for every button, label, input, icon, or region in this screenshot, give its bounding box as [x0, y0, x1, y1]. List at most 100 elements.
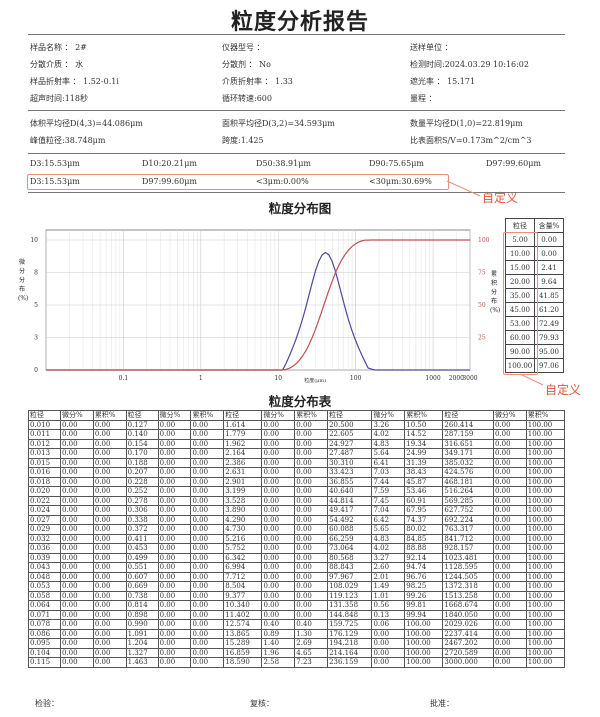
cell: 1668.674: [442, 600, 494, 611]
cell: 100.00: [525, 457, 566, 468]
cell: 0.00: [492, 657, 527, 668]
cell: 53.46: [404, 486, 444, 497]
cell: 0.00: [492, 505, 527, 516]
review-signature: 复核：: [250, 699, 274, 708]
cell: 0.00: [190, 543, 225, 554]
cell: 0.00: [92, 590, 127, 601]
cell: 1244.505: [442, 571, 494, 582]
cell: 0.00: [92, 609, 127, 620]
cell: 0.00: [92, 429, 127, 440]
cell: 100.00: [525, 486, 566, 497]
check-signature: 检验：: [35, 699, 59, 708]
cell: 0.00: [492, 524, 527, 535]
cell: 1.962: [223, 438, 263, 449]
cell: 0.022: [28, 495, 61, 506]
y-left-tick-label: 0: [34, 367, 38, 374]
cell: 0.00: [190, 419, 225, 430]
cell: 0.00: [92, 419, 127, 430]
cell: 0.00: [294, 429, 329, 440]
header-cell: 粒径: [125, 410, 159, 421]
cell: 176.129: [327, 628, 373, 639]
side-table-row: 35.00 41.85: [505, 288, 564, 303]
cell: 0.00: [157, 505, 192, 516]
cell: 0.00: [371, 657, 406, 668]
cell: 100.00: [525, 590, 566, 601]
header-cell: 粒径: [327, 410, 373, 421]
left-axis-label: 微分分布(%): [18, 259, 29, 302]
cell: 2.69: [294, 638, 329, 649]
cell: 7.45: [371, 495, 406, 506]
cell: 0.00: [157, 600, 192, 611]
cell: 24.927: [327, 438, 373, 449]
cell: 0.00: [190, 628, 225, 639]
side-table-row: 53.00 72.49: [505, 316, 564, 331]
cell: 0.00: [190, 562, 225, 573]
cell: 0.104: [28, 647, 61, 658]
table-row: 0.010 0.00 0.00 0.127 0.00 0.00 1.614 0.00 0.00 2…: [28, 419, 566, 430]
cell: 0.00: [190, 619, 225, 630]
cell: 763.317: [442, 524, 494, 535]
cell: 66.259: [327, 533, 373, 544]
cell: 0.00: [157, 590, 192, 601]
cell: 0.00: [92, 571, 127, 582]
cell: 144.848: [327, 609, 373, 620]
cell: 0.018: [28, 476, 61, 487]
table-row: 0.036 0.00 0.00 0.453 0.00 0.00 5.752 0.00 0.00 7…: [28, 543, 566, 554]
cell: 96.76: [404, 571, 444, 582]
table-row: 0.064 0.00 0.00 0.814 0.00 0.00 10.340 0.00 0.00…: [28, 600, 566, 611]
cell: 0.00: [190, 552, 225, 563]
cell: 131.358: [327, 600, 373, 611]
cell: 19.34: [404, 438, 444, 449]
cell: 0.024: [28, 505, 61, 516]
cell: 1.614: [223, 419, 263, 430]
cell: 0.115: [28, 657, 61, 668]
cell: 100.00: [404, 619, 444, 630]
cell: 0.00: [59, 419, 94, 430]
cell: 6.42: [371, 514, 406, 525]
header-cell: 累积%: [404, 410, 444, 421]
cell: 0.00: [492, 581, 527, 592]
cell: 0.00: [157, 571, 192, 582]
cell: 49.417: [327, 505, 373, 516]
cell: 0.00: [190, 457, 225, 468]
cell: 0.228: [125, 476, 159, 487]
cell: 1.463: [125, 657, 159, 668]
cell: 0.00: [492, 600, 527, 611]
table-row: 0.016 0.00 0.00 0.207 0.00 0.00 2.631 0.00 0.00 3…: [28, 467, 566, 478]
cell: 100.00: [404, 638, 444, 649]
header-cell: 微分%: [492, 410, 527, 421]
cell: 0.00: [294, 571, 329, 582]
cell: 1.96: [261, 647, 296, 658]
cell: 0.00: [59, 581, 94, 592]
cell: 3.528: [223, 495, 263, 506]
cell: 0.029: [28, 524, 61, 535]
cell: 0.00: [492, 495, 527, 506]
cell: 0.00: [492, 438, 527, 449]
cell: 2.60: [371, 562, 406, 573]
cell: 0.00: [294, 581, 329, 592]
cell: 0.00: [492, 533, 527, 544]
plot-area: [45, 229, 471, 371]
cell: 16.859: [223, 647, 263, 658]
cell: 0.00: [261, 562, 296, 573]
cumulative-curve: [46, 239, 470, 371]
cell: 0.00: [59, 609, 94, 620]
cell: 100.00: [525, 571, 566, 582]
cell: 0.00: [261, 571, 296, 582]
cell: 0.00: [294, 533, 329, 544]
cell: 18.590: [223, 657, 263, 668]
cell: 841.712: [442, 533, 494, 544]
cell: 33.423: [327, 467, 373, 478]
cell: 214.164: [327, 647, 373, 658]
cell: 0.00: [92, 562, 127, 573]
cell: 0.00: [294, 505, 329, 516]
cell: 12.574: [223, 619, 263, 630]
cell: 0.00: [294, 552, 329, 563]
cell: 0.00: [92, 467, 127, 478]
cell: 0.00: [190, 429, 225, 440]
cell: 0.00: [59, 476, 94, 487]
cell: 97.967: [327, 571, 373, 582]
cell: 100.00: [525, 543, 566, 554]
cell: 0.00: [294, 438, 329, 449]
